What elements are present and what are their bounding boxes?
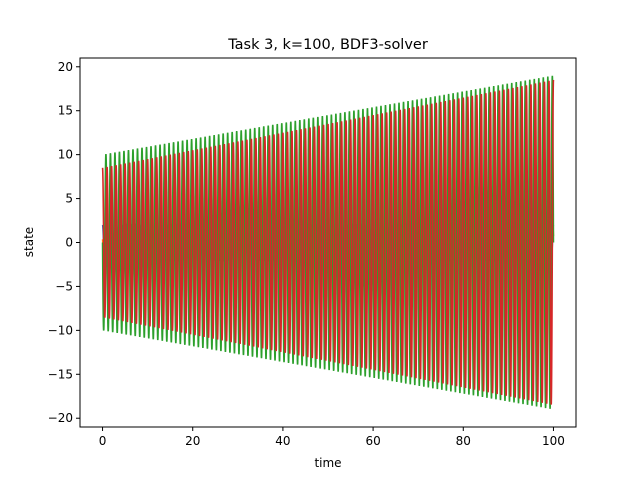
y-tick-label: 0	[65, 236, 73, 250]
x-tick-label: 60	[365, 434, 380, 448]
chart-title: Task 3, k=100, BDF3-solver	[227, 37, 428, 53]
y-tick-label: 5	[65, 192, 73, 206]
x-axis: 0 20 40 60 80 100	[99, 427, 565, 448]
x-axis-label: time	[314, 456, 341, 470]
y-tick-label: 20	[58, 60, 73, 74]
y-tick-label: −20	[48, 411, 73, 425]
x-tick-label: 0	[99, 434, 107, 448]
y-tick-label: 15	[58, 104, 73, 118]
x-tick-label: 100	[542, 434, 565, 448]
series-line-4	[101, 79, 555, 405]
x-tick-label: 40	[275, 434, 290, 448]
y-tick-label: −15	[48, 367, 73, 381]
series-layer	[101, 75, 555, 409]
x-tick-label: 20	[185, 434, 200, 448]
y-axis-label: state	[22, 227, 36, 257]
y-tick-label: 10	[58, 148, 73, 162]
y-tick-label: −10	[48, 323, 73, 337]
y-axis: −20 −15 −10 −5 0 5 10 15 20	[48, 60, 80, 425]
x-tick-label: 80	[456, 434, 471, 448]
y-tick-label: −5	[55, 279, 73, 293]
